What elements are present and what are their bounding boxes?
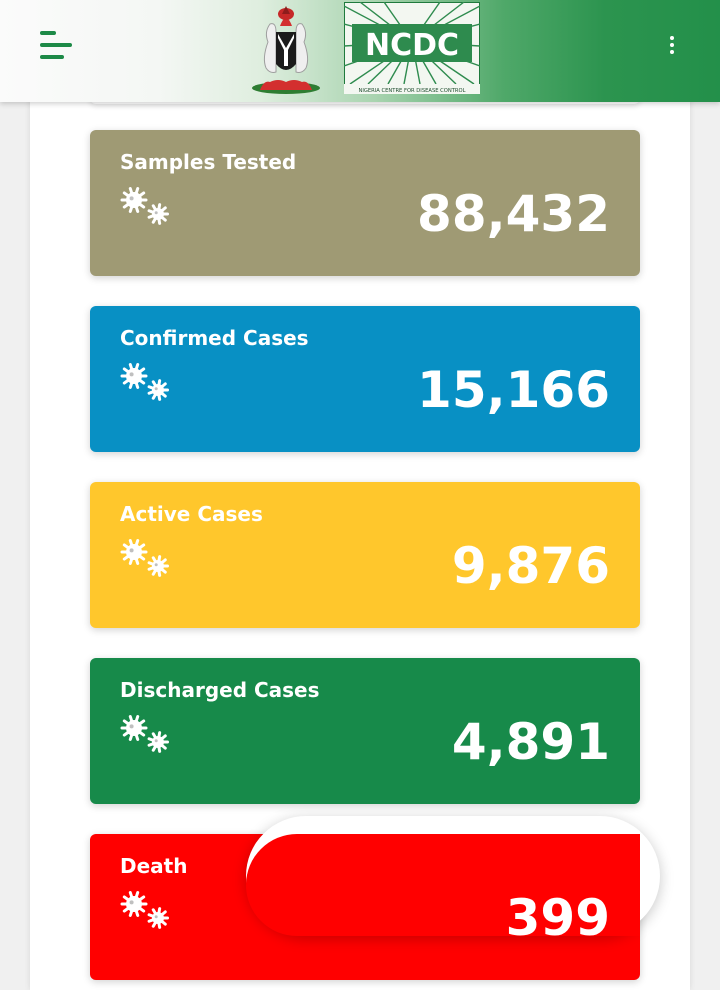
stat-value: 4,891 <box>451 713 610 771</box>
stat-label: Samples Tested <box>120 150 297 174</box>
stat-card-confirmed-cases[interactable]: Confirmed Cases 15,166 <box>90 306 640 452</box>
nigeria-coat-of-arms-logo <box>252 6 320 94</box>
virus-icon <box>120 714 170 754</box>
more-vertical-icon[interactable] <box>662 30 682 60</box>
stat-value: 15,166 <box>417 361 610 419</box>
stat-value: 9,876 <box>451 537 610 595</box>
stat-card-discharged-cases[interactable]: Discharged Cases 4,891 <box>90 658 640 804</box>
ncdc-logo: NCDC NIGERIA CENTRE FOR DISEASE CONTROL <box>343 1 481 95</box>
virus-icon <box>120 362 170 402</box>
stat-card-active-cases[interactable]: Active Cases 9,876 <box>90 482 640 628</box>
stat-card-samples-tested[interactable]: Samples Tested 88,432 <box>90 130 640 276</box>
virus-icon <box>120 890 170 930</box>
floating-action-fill <box>246 834 640 936</box>
stat-label: Death <box>120 854 188 878</box>
virus-icon <box>120 538 170 578</box>
ncdc-logo-text: NCDC <box>365 28 459 63</box>
stat-card-death[interactable]: Death 399 <box>90 834 640 980</box>
virus-icon <box>120 186 170 226</box>
app-header: NCDC NIGERIA CENTRE FOR DISEASE CONTROL <box>0 0 720 102</box>
stat-label: Discharged Cases <box>120 678 320 702</box>
hamburger-menu-icon[interactable] <box>36 28 76 64</box>
stat-value: 399 <box>505 889 610 947</box>
stat-label: Active Cases <box>120 502 263 526</box>
ncdc-logo-subtitle: NIGERIA CENTRE FOR DISEASE CONTROL <box>358 88 465 94</box>
stat-label: Confirmed Cases <box>120 326 309 350</box>
stat-value: 88,432 <box>417 185 610 243</box>
